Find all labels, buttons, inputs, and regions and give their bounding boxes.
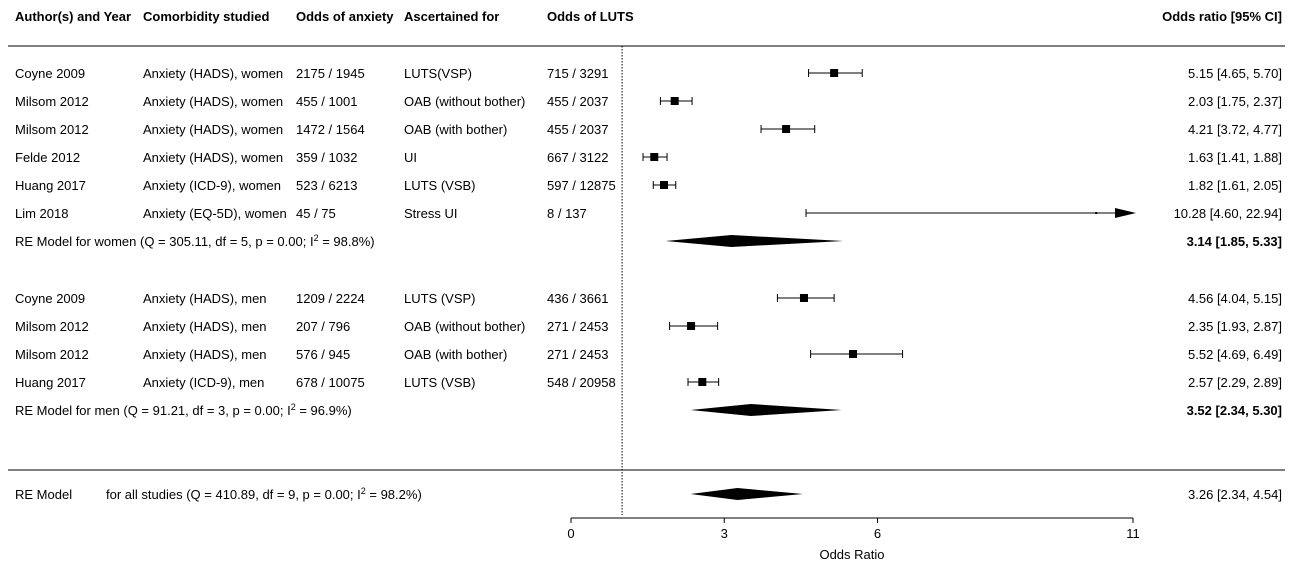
study-ascertained: LUTS (VSB)	[404, 178, 476, 193]
study-author: Milsom 2012	[15, 347, 89, 362]
overall-model-label: RE Model	[15, 487, 72, 502]
study-or-ci: 10.28 [4.60, 22.94]	[1174, 206, 1282, 221]
women_summary-or-ci: 3.14 [1.85, 5.33]	[1187, 234, 1282, 249]
header-ascertained: Ascertained for	[404, 9, 499, 24]
point-estimate	[799, 294, 808, 302]
x-axis-label: Odds Ratio	[819, 547, 884, 562]
study-or-ci: 5.15 [4.65, 5.70]	[1188, 66, 1282, 81]
point-estimate	[650, 153, 659, 161]
study-comorbidity: Anxiety (HADS), women	[143, 122, 283, 137]
study-odds-anxiety: 359 / 1032	[296, 150, 357, 165]
study-odds-luts: 548 / 20958	[547, 375, 616, 390]
header-or-ci: Odds ratio [95% CI]	[1162, 9, 1282, 24]
men_summary-or-ci: 3.52 [2.34, 5.30]	[1187, 403, 1282, 418]
point-estimate	[698, 378, 707, 386]
study-or-ci: 1.63 [1.41, 1.88]	[1188, 150, 1282, 165]
study-or-ci: 4.21 [3.72, 4.77]	[1188, 122, 1282, 137]
study-comorbidity: Anxiety (HADS), women	[143, 150, 283, 165]
men_summary-diamond	[690, 404, 842, 416]
study-comorbidity: Anxiety (ICD-9), women	[143, 178, 281, 193]
study-odds-luts: 271 / 2453	[547, 347, 608, 362]
overall-label: for all studies (Q = 410.89, df = 9, p =…	[106, 486, 422, 502]
study-or-ci: 5.52 [4.69, 6.49]	[1188, 347, 1282, 362]
study-ascertained: OAB (without bother)	[404, 319, 525, 334]
point-estimate	[687, 322, 696, 330]
overall-diamond	[690, 488, 803, 500]
study-comorbidity: Anxiety (HADS), women	[143, 94, 283, 109]
study-or-ci: 2.03 [1.75, 2.37]	[1188, 94, 1282, 109]
study-or-ci: 1.82 [1.61, 2.05]	[1188, 178, 1282, 193]
study-author: Felde 2012	[15, 150, 80, 165]
x-tick-label: 0	[567, 526, 574, 541]
study-odds-luts: 271 / 2453	[547, 319, 608, 334]
study-odds-luts: 715 / 3291	[547, 66, 608, 81]
study-odds-anxiety: 455 / 1001	[296, 94, 357, 109]
ci-arrow	[1115, 208, 1136, 218]
study-author: Coyne 2009	[15, 291, 85, 306]
header-odds-luts: Odds of LUTS	[547, 9, 634, 24]
study-ascertained: OAB (with bother)	[404, 347, 507, 362]
point-estimate	[849, 350, 858, 358]
study-ascertained: Stress UI	[404, 206, 457, 221]
x-tick-label: 3	[721, 526, 728, 541]
study-rows: Coyne 2009 Anxiety (HADS), women 2175 / 19…	[15, 66, 1282, 502]
point-estimate	[659, 181, 668, 189]
study-comorbidity: Anxiety (HADS), men	[143, 291, 267, 306]
header-comorbidity: Comorbidity studied	[143, 9, 269, 24]
study-odds-luts: 436 / 3661	[547, 291, 608, 306]
study-author: Lim 2018	[15, 206, 68, 221]
point-estimate	[1095, 212, 1098, 214]
study-odds-anxiety: 576 / 945	[296, 347, 350, 362]
study-odds-luts: 667 / 3122	[547, 150, 608, 165]
study-odds-anxiety: 678 / 10075	[296, 375, 365, 390]
column-headers: Author(s) and Year Comorbidity studied O…	[15, 9, 1282, 24]
study-author: Milsom 2012	[15, 94, 89, 109]
point-estimate	[670, 97, 679, 105]
study-odds-luts: 8 / 137	[547, 206, 587, 221]
header-odds-anxiety: Odds of anxiety	[296, 9, 394, 24]
study-odds-anxiety: 1209 / 2224	[296, 291, 365, 306]
study-odds-anxiety: 207 / 796	[296, 319, 350, 334]
study-or-ci: 4.56 [4.04, 5.15]	[1188, 291, 1282, 306]
study-odds-anxiety: 523 / 6213	[296, 178, 357, 193]
study-author: Milsom 2012	[15, 122, 89, 137]
study-odds-anxiety: 45 / 75	[296, 206, 336, 221]
study-author: Huang 2017	[15, 178, 86, 193]
study-ascertained: OAB (without bother)	[404, 94, 525, 109]
study-ascertained: UI	[404, 150, 417, 165]
study-comorbidity: Anxiety (EQ-5D), women	[143, 206, 287, 221]
x-axis: Odds Ratio 0 3 6 11	[567, 517, 1140, 562]
x-tick-label: 11	[1126, 526, 1140, 541]
study-odds-luts: 455 / 2037	[547, 122, 608, 137]
study-odds-anxiety: 1472 / 1564	[296, 122, 365, 137]
study-comorbidity: Anxiety (HADS), men	[143, 319, 267, 334]
header-author: Author(s) and Year	[15, 9, 131, 24]
study-odds-luts: 455 / 2037	[547, 94, 608, 109]
study-comorbidity: Anxiety (HADS), men	[143, 347, 267, 362]
study-ascertained: LUTS (VSB)	[404, 375, 476, 390]
study-ascertained: LUTS(VSP)	[404, 66, 472, 81]
study-author: Milsom 2012	[15, 319, 89, 334]
study-odds-luts: 597 / 12875	[547, 178, 616, 193]
men_summary-label: RE Model for men (Q = 91.21, df = 3, p =…	[15, 402, 352, 418]
x-tick-label: 6	[874, 526, 881, 541]
women_summary-diamond	[665, 235, 844, 247]
point-estimate	[782, 125, 791, 133]
study-author: Huang 2017	[15, 375, 86, 390]
study-or-ci: 2.57 [2.29, 2.89]	[1188, 375, 1282, 390]
women_summary-label: RE Model for women (Q = 305.11, df = 5, …	[15, 233, 375, 249]
study-author: Coyne 2009	[15, 66, 85, 81]
study-odds-anxiety: 2175 / 1945	[296, 66, 365, 81]
study-comorbidity: Anxiety (ICD-9), men	[143, 375, 264, 390]
study-comorbidity: Anxiety (HADS), women	[143, 66, 283, 81]
study-or-ci: 2.35 [1.93, 2.87]	[1188, 319, 1282, 334]
study-ascertained: OAB (with bother)	[404, 122, 507, 137]
point-estimate	[830, 69, 839, 77]
study-ascertained: LUTS (VSP)	[404, 291, 476, 306]
overall-or-ci: 3.26 [2.34, 4.54]	[1188, 487, 1282, 502]
